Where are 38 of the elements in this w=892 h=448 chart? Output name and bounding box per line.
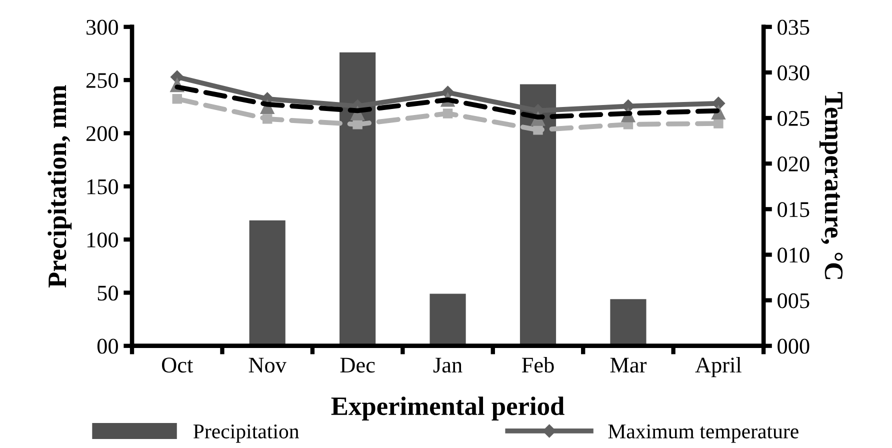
point [262, 114, 272, 124]
point [172, 94, 182, 104]
bar [249, 220, 286, 346]
y-tick-label: 250 [86, 72, 118, 88]
x-axis-title: Experimental period [331, 396, 564, 420]
y-tick-label: 200 [86, 126, 118, 142]
point [442, 108, 453, 118]
legend-label: Precipitation [193, 424, 299, 443]
y2-tick-label: 005 [778, 293, 810, 308]
point [533, 125, 543, 135]
y2-tick-label: 010 [778, 248, 810, 263]
x-tick-label: Oct [162, 358, 194, 373]
y-axis-title: Precipitation, mm [48, 85, 72, 288]
y2-tick-label: 025 [778, 110, 810, 126]
y2-tick-label: 015 [778, 202, 810, 218]
x-tick-label: April [695, 356, 742, 378]
y2-tick-label: 000 [778, 338, 810, 354]
x-tick-label: Feb [522, 356, 554, 373]
point [714, 118, 724, 128]
bar [610, 299, 646, 346]
legend-label: Maximum temperature [608, 424, 798, 443]
bar [430, 294, 466, 346]
x-tick-label: Jan [433, 358, 462, 373]
y-tick-label: 100 [87, 232, 118, 248]
y2-tick-label: 030 [778, 65, 810, 80]
bar [340, 52, 376, 346]
bar [520, 84, 556, 346]
x-tick-label: Dec [340, 358, 375, 373]
y-tick-label: 300 [86, 20, 118, 35]
y-tick-label: 150 [87, 179, 118, 194]
y-tick-label: 00 [97, 338, 118, 354]
y2-axis-title: Temperature, °C [819, 92, 843, 280]
point [352, 120, 362, 130]
y-tick-label: 50 [98, 286, 118, 301]
y2-tick-label: 035 [778, 20, 810, 35]
y2-tick-label: 020 [778, 156, 810, 172]
x-tick-label: Mar [610, 358, 647, 373]
x-tick-label: Nov [248, 358, 286, 373]
